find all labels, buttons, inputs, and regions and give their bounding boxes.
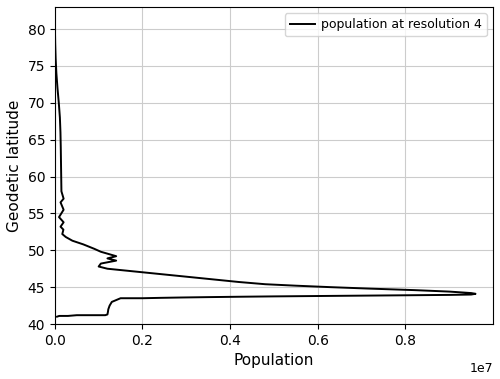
population at resolution 4 <box>105 310 111 315</box>
Text: 1e7: 1e7 <box>470 362 493 375</box>
population at resolution 4 <box>214 277 220 282</box>
Y-axis label: Geodetic latitude: Geodetic latitude <box>7 99 22 232</box>
population at resolution 4 <box>54 315 60 319</box>
population at resolution 4 <box>98 313 104 318</box>
X-axis label: Population: Population <box>234 353 314 368</box>
population at resolution 4 <box>56 215 62 219</box>
population at resolution 4 <box>52 12 58 17</box>
population at resolution 4 <box>106 303 112 308</box>
Line: population at resolution 4: population at resolution 4 <box>55 14 476 317</box>
population at resolution 4 <box>92 247 98 251</box>
Legend: population at resolution 4: population at resolution 4 <box>284 13 487 36</box>
